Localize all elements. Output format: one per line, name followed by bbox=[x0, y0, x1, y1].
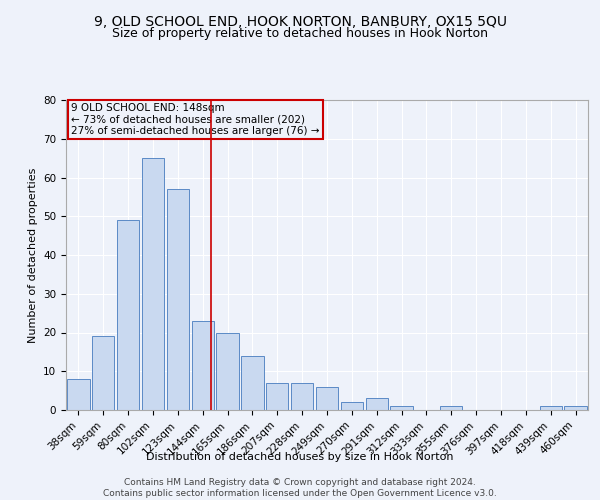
Bar bbox=[142, 158, 164, 410]
Text: 9 OLD SCHOOL END: 148sqm
← 73% of detached houses are smaller (202)
27% of semi-: 9 OLD SCHOOL END: 148sqm ← 73% of detach… bbox=[71, 103, 320, 136]
Bar bbox=[539, 406, 562, 410]
Bar bbox=[341, 402, 363, 410]
Bar bbox=[440, 406, 463, 410]
Bar bbox=[167, 189, 189, 410]
Bar bbox=[92, 336, 115, 410]
Text: Size of property relative to detached houses in Hook Norton: Size of property relative to detached ho… bbox=[112, 28, 488, 40]
Bar bbox=[291, 383, 313, 410]
Bar bbox=[316, 387, 338, 410]
Bar bbox=[565, 406, 587, 410]
Bar bbox=[365, 398, 388, 410]
Y-axis label: Number of detached properties: Number of detached properties bbox=[28, 168, 38, 342]
Bar bbox=[191, 321, 214, 410]
Bar bbox=[241, 356, 263, 410]
Bar bbox=[391, 406, 413, 410]
Bar bbox=[217, 332, 239, 410]
Text: 9, OLD SCHOOL END, HOOK NORTON, BANBURY, OX15 5QU: 9, OLD SCHOOL END, HOOK NORTON, BANBURY,… bbox=[94, 15, 506, 29]
Text: Distribution of detached houses by size in Hook Norton: Distribution of detached houses by size … bbox=[146, 452, 454, 462]
Text: Contains HM Land Registry data © Crown copyright and database right 2024.
Contai: Contains HM Land Registry data © Crown c… bbox=[103, 478, 497, 498]
Bar bbox=[117, 220, 139, 410]
Bar bbox=[266, 383, 289, 410]
Bar bbox=[67, 379, 89, 410]
